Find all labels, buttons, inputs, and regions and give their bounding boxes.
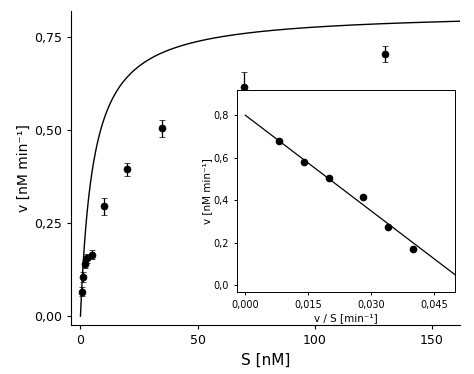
- X-axis label: v / S [min⁻¹]: v / S [min⁻¹]: [314, 313, 378, 323]
- Y-axis label: v [nM min⁻¹]: v [nM min⁻¹]: [202, 158, 212, 224]
- X-axis label: S [nM]: S [nM]: [241, 353, 290, 368]
- Y-axis label: v [nM min⁻¹]: v [nM min⁻¹]: [17, 125, 31, 212]
